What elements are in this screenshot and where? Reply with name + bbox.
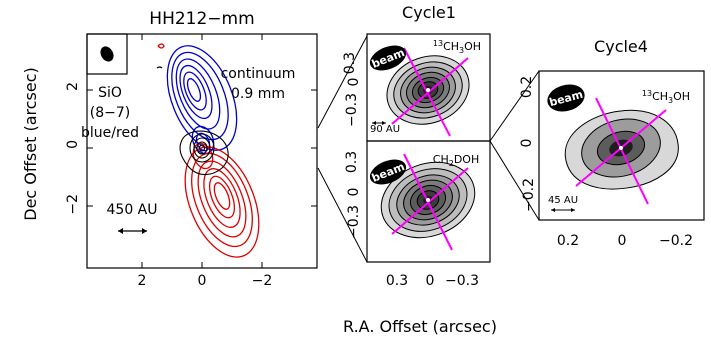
cycle4-scalebar [551,208,575,212]
cycle1-top-y-tick: 0.3 [342,52,358,74]
continuum-label-line2: 0.9 mm [231,86,285,102]
main-scalebar [118,228,147,234]
main-x-ticks [141,34,263,268]
panel-cycle1: Cycle1 beam 13CH3OH 90 AU 0.3 0 −0 [342,3,491,289]
cycle4-center [619,146,623,150]
cycle4-x-tick: 0 [618,233,627,249]
cycle4-species: 13CH3OH [642,89,690,105]
continuum-contours [156,66,229,176]
main-y-tick-label: 0 [65,140,81,149]
panel-cycle4-title: Cycle4 [594,37,648,56]
main-y-ticks [87,89,317,207]
cycle1-bottom-y-tick: 0.3 [344,151,360,173]
y-axis-label: Dec Offset (arcsec) [21,67,40,221]
panel-main: HH212−mm 2 0 −2 2 0 −2 [65,9,318,289]
main-scalebar-label: 450 AU [107,202,158,218]
main-x-tick-label: −2 [252,273,273,289]
continuum-label-line1: continuum [221,66,296,82]
cycle1-top-y-tick: −0.3 [344,93,360,127]
cycle1-bottom-y-tick: −0.3 [346,205,362,239]
cycle4-y-tick: 0.2 [519,76,535,98]
cycle1-x-tick: 0 [426,273,435,289]
cycle1-x-tick: 0.3 [386,273,408,289]
main-x-tick-label: 0 [198,273,207,289]
cycle1-bottom-species: CH2DOH [433,153,479,168]
panel-cycle1-title: Cycle1 [402,3,456,22]
sio-label-colors: blue/red [81,125,139,141]
cycle1-scalebar-label: 90 AU [370,124,400,135]
sio-label-transition: (8−7) [90,105,130,121]
zoom-connectors [317,35,540,263]
cycle1-x-tick: −0.3 [445,273,479,289]
panel-cycle4: Cycle4 beam 13CH3OH 45 AU 0.2 0 −0.2 0.2… [519,37,705,249]
beam-inset [86,33,128,75]
cycle1-bottom-frame [366,140,491,263]
sio-blue-contours [166,45,238,155]
cycle4-scalebar-label: 45 AU [548,195,578,206]
main-y-tick-label: 2 [65,82,81,91]
cycle4-y-tick: −0.2 [521,178,537,212]
cycle1-top-y-tick: 0 [346,78,362,87]
main-y-tick-label: −2 [65,194,81,215]
x-axis-label: R.A. Offset (arcsec) [343,317,497,336]
main-x-tick-label: 2 [138,273,147,289]
beam-ellipse [100,46,114,62]
panel-main-title: HH212−mm [149,9,254,29]
cycle1-top-center [426,88,430,92]
cycle4-x-tick: −0.2 [659,233,693,249]
cycle4-y-tick: 0 [519,139,535,148]
cycle1-bottom-center [426,198,430,202]
cycle1-top-disk-axes [391,47,469,137]
cycle1-scalebar [372,121,386,125]
cycle4-beam: beam [547,84,585,112]
cycle4-x-tick: 0.2 [557,233,579,249]
cycle4-frame [538,70,705,221]
sio-label-line: SiO [98,85,122,101]
cycle1-bottom-y-tick: 0 [346,188,362,197]
cycle1-top-species: 13CH3OH [433,39,481,55]
